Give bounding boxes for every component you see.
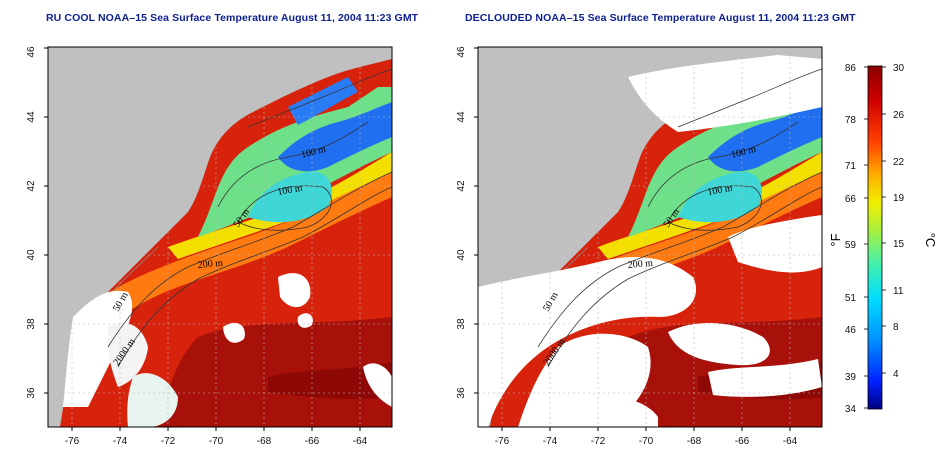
celsius-tick: 30 — [893, 63, 905, 74]
fahrenheit-tick: 59 — [845, 240, 857, 251]
x-tick-label: -66 — [735, 436, 750, 447]
fahrenheit-tick: 34 — [845, 404, 857, 415]
fahrenheit-tick: 46 — [845, 325, 857, 336]
masked-region — [708, 359, 822, 397]
y-tick-label: 38 — [26, 318, 37, 330]
left-plot-frame — [47, 46, 393, 428]
cloud-patch — [297, 313, 313, 328]
masked-region — [478, 257, 697, 427]
fahrenheit-tick: 78 — [845, 115, 857, 126]
celsius-tick: 19 — [893, 193, 905, 204]
contour-label-100m: 100 m — [707, 183, 734, 198]
fahrenheit-tick: 86 — [845, 63, 857, 74]
celsius-tick: 8 — [893, 322, 899, 333]
left-grid — [48, 47, 392, 427]
y-tick-label: 40 — [456, 249, 467, 261]
fahrenheit-tick: 66 — [845, 194, 857, 205]
isobath-shelf — [677, 68, 822, 128]
right-plot-frame — [477, 46, 823, 428]
x-tick-label: -70 — [209, 436, 224, 447]
fahrenheit-unit-label: °F — [828, 233, 843, 246]
y-tick-label: 42 — [26, 180, 37, 192]
fahrenheit-tick: 71 — [845, 161, 857, 172]
right-grid — [478, 47, 822, 427]
left-panel-title: RU COOL NOAA–15 Sea Surface Temperature … — [46, 12, 419, 24]
isobath-200m — [537, 171, 822, 348]
left-y-axis: 36 38 40 42 44 46 — [26, 46, 48, 399]
x-tick-label: -68 — [257, 436, 272, 447]
y-tick-label: 46 — [456, 46, 467, 58]
x-tick-label: -72 — [161, 436, 176, 447]
celsius-unit-label: °C — [923, 233, 938, 248]
masked-region — [668, 322, 770, 366]
contour-label-100m: 100 m — [277, 183, 304, 198]
masked-region — [728, 215, 822, 273]
fahrenheit-tick: 39 — [845, 372, 857, 383]
isobath-100m — [217, 121, 369, 208]
y-tick-label: 46 — [26, 46, 37, 58]
left-sst-image — [48, 47, 392, 427]
isobath-100m — [647, 121, 799, 208]
isobath-shelf — [247, 68, 392, 128]
cloud-patch — [127, 373, 178, 427]
x-tick-label: -68 — [687, 436, 702, 447]
cloud-patch — [363, 363, 392, 407]
masked-region — [628, 55, 822, 132]
contour-label-200m: 200 m — [197, 258, 223, 271]
cloud-patch — [107, 323, 148, 387]
x-tick-label: -72 — [591, 436, 606, 447]
right-y-axis: 36 38 40 42 44 46 — [456, 46, 478, 399]
left-map-area: 100 m 100 m 50 m 200 m 50 m 2000 m — [47, 46, 393, 428]
x-tick-label: -66 — [305, 436, 320, 447]
x-tick-label: -76 — [495, 436, 510, 447]
celsius-tick: 11 — [893, 286, 904, 297]
y-tick-label: 36 — [26, 387, 37, 399]
colorbar: 86 78 71 66 59 51 46 39 34 30 26 22 19 1… — [828, 63, 938, 415]
left-x-axis: -76 -74 -72 -70 -68 -66 -64 — [65, 427, 368, 447]
colorbar-gradient — [867, 65, 883, 410]
right-sst-image — [478, 47, 822, 427]
right-map-area: 100 m 100 m 50 m 200 m 50 m 2000 m — [477, 46, 823, 428]
x-tick-label: -76 — [65, 436, 80, 447]
y-tick-label: 40 — [26, 249, 37, 261]
y-tick-label: 44 — [456, 111, 467, 123]
isobath-2000m — [117, 186, 392, 368]
x-tick-label: -64 — [783, 436, 798, 447]
isobath-2000m — [547, 186, 822, 368]
x-tick-label: -70 — [639, 436, 654, 447]
x-tick-label: -74 — [543, 436, 558, 447]
y-tick-label: 44 — [26, 111, 37, 123]
cloud-patch — [278, 273, 311, 308]
x-tick-label: -74 — [113, 436, 128, 447]
y-tick-label: 38 — [456, 318, 467, 330]
y-tick-label: 42 — [456, 180, 467, 192]
celsius-tick: 22 — [893, 157, 905, 168]
contour-label-200m: 200 m — [627, 258, 653, 271]
right-x-axis: -76 -74 -72 -70 -68 -66 -64 — [495, 427, 798, 447]
fahrenheit-tick: 51 — [845, 293, 857, 304]
celsius-tick: 26 — [893, 110, 905, 121]
cloud-patch — [223, 322, 245, 343]
right-panel-title: DECLOUDED NOAA–15 Sea Surface Temperatur… — [465, 12, 856, 24]
celsius-tick: 4 — [893, 369, 899, 380]
isobath-100m-loop — [237, 185, 332, 231]
isobath-200m — [107, 171, 392, 348]
y-tick-label: 36 — [456, 387, 467, 399]
x-tick-label: -64 — [353, 436, 368, 447]
isobath-100m-loop — [667, 185, 762, 231]
cloud-patch — [63, 290, 133, 407]
celsius-tick: 15 — [893, 239, 905, 250]
